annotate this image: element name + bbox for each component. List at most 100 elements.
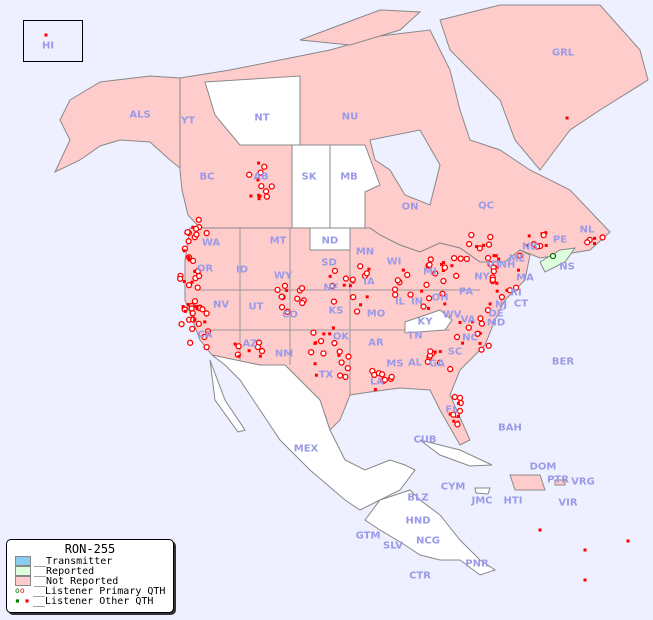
region-label-ctr: CTR bbox=[409, 570, 431, 582]
listener-primary-marker bbox=[189, 325, 196, 333]
listener-primary-marker bbox=[203, 310, 210, 317]
listener-primary-marker bbox=[584, 239, 591, 246]
region-label-nt: NT bbox=[254, 112, 270, 124]
listener-other-marker bbox=[526, 244, 530, 248]
listener-primary-marker bbox=[254, 343, 262, 351]
listener-other-marker bbox=[182, 249, 186, 253]
listener-primary-marker bbox=[336, 348, 343, 355]
region-label-me: ME bbox=[508, 253, 526, 265]
listener-primary-marker bbox=[345, 353, 352, 360]
listener-other-marker bbox=[365, 295, 369, 299]
listener-primary-marker bbox=[424, 358, 431, 365]
listener-markers bbox=[44, 33, 630, 582]
listener-other-marker bbox=[527, 234, 531, 238]
region-label-jmc: JMC bbox=[471, 495, 493, 507]
listener-primary-marker bbox=[349, 276, 356, 283]
legend-label: __Reported bbox=[34, 565, 95, 577]
listener-primary-marker bbox=[516, 252, 524, 259]
legend-label: __Transmitter bbox=[34, 555, 113, 567]
region-label-ma: MA bbox=[516, 272, 534, 284]
listener-primary-marker bbox=[191, 298, 199, 305]
listener-other-marker bbox=[461, 341, 465, 345]
region-label-ca: CA bbox=[197, 329, 213, 341]
region-label-co: CO bbox=[282, 309, 298, 321]
region-hispaniola bbox=[509, 474, 546, 491]
listener-primary-marker bbox=[427, 348, 434, 355]
legend-label: __Listener Other QTH bbox=[33, 595, 154, 607]
listener-primary-marker bbox=[440, 277, 447, 285]
region-greenland bbox=[439, 4, 649, 171]
listener-other-marker bbox=[427, 306, 431, 310]
listener-other-marker bbox=[285, 289, 289, 293]
listener-primary-marker bbox=[512, 284, 520, 291]
region-alaska bbox=[53, 75, 181, 174]
region-label-nd: ND bbox=[321, 235, 339, 247]
listener-other-marker bbox=[44, 33, 48, 37]
listener-primary-marker bbox=[456, 407, 464, 415]
listener-primary-marker bbox=[363, 270, 370, 277]
listener-primary-marker bbox=[489, 276, 496, 283]
listener-other-marker bbox=[475, 245, 479, 249]
listener-primary-marker bbox=[357, 263, 364, 270]
listener-primary-marker bbox=[187, 339, 194, 346]
region-label-pnr: PNR bbox=[465, 558, 489, 570]
legend-transmitter: __Transmitter bbox=[15, 555, 173, 567]
listener-primary-marker bbox=[447, 365, 454, 373]
legend-not-reported: __Not Reported bbox=[15, 576, 173, 587]
transmitter-swatch bbox=[15, 556, 31, 566]
region-label-vt: VT bbox=[486, 259, 502, 271]
listener-other-marker bbox=[195, 307, 199, 311]
listener-primary-marker bbox=[261, 163, 268, 170]
listener-other-marker bbox=[328, 332, 332, 336]
listener-other-marker bbox=[482, 243, 486, 247]
listener-other-marker bbox=[565, 116, 569, 120]
listener-primary-marker bbox=[308, 349, 315, 356]
listener-primary-marker bbox=[423, 281, 430, 288]
listener-primary-marker bbox=[454, 421, 461, 428]
listener-primary-marker bbox=[394, 277, 401, 284]
region-label-mn: MN bbox=[355, 246, 375, 258]
listener-other-marker bbox=[348, 284, 352, 288]
region-label-in: IN bbox=[410, 296, 424, 308]
listener-primary-marker bbox=[599, 234, 606, 241]
region-label-slv: SLV bbox=[383, 540, 403, 552]
region-label-hti: HTI bbox=[503, 495, 523, 507]
listener-primary-marker bbox=[235, 343, 242, 350]
region-central-america bbox=[364, 489, 497, 576]
listener-primary-marker bbox=[188, 305, 195, 312]
region-label-tn: TN bbox=[407, 330, 423, 342]
listener-primary-marker bbox=[201, 333, 208, 341]
listener-primary-marker bbox=[420, 303, 427, 310]
hudson-bay bbox=[369, 129, 441, 206]
region-label-ri: RI bbox=[510, 287, 522, 299]
listener-primary-marker bbox=[407, 291, 414, 298]
region-label-on: ON bbox=[401, 201, 419, 213]
hawaii-inset bbox=[23, 20, 83, 62]
region-label-nc: NC bbox=[462, 332, 478, 344]
region-label-sd: SD bbox=[321, 257, 337, 269]
listener-primary-marker bbox=[391, 286, 399, 293]
listener-other-marker bbox=[233, 342, 237, 346]
region-label-grl: GRL bbox=[551, 47, 575, 59]
region-label-sc: SC bbox=[447, 346, 463, 358]
region-label-sk: SK bbox=[301, 171, 317, 183]
listener-primary-marker bbox=[203, 229, 210, 237]
region-label-ne: NE bbox=[323, 282, 339, 294]
listener-primary-marker bbox=[533, 243, 541, 250]
region-label-wa: WA bbox=[201, 237, 221, 249]
listener-other-marker bbox=[186, 302, 190, 306]
listener-primary-marker bbox=[453, 272, 460, 279]
region-label-mi: MI bbox=[423, 266, 437, 278]
region-label-ks: KS bbox=[328, 305, 344, 317]
listener-primary-marker bbox=[281, 282, 289, 289]
listener-other-marker bbox=[593, 242, 597, 246]
region-nd bbox=[309, 227, 351, 251]
region-label-nb: NB bbox=[522, 241, 538, 253]
listener-primary-marker bbox=[329, 282, 336, 290]
listener-primary-marker bbox=[176, 275, 184, 282]
region-label-gtm: GTM bbox=[355, 530, 381, 542]
region-label-nm: NM bbox=[274, 348, 294, 360]
listener-other-marker bbox=[544, 243, 548, 247]
region-puerto-rico bbox=[554, 479, 566, 486]
legend-reported: __Reported bbox=[15, 565, 173, 577]
